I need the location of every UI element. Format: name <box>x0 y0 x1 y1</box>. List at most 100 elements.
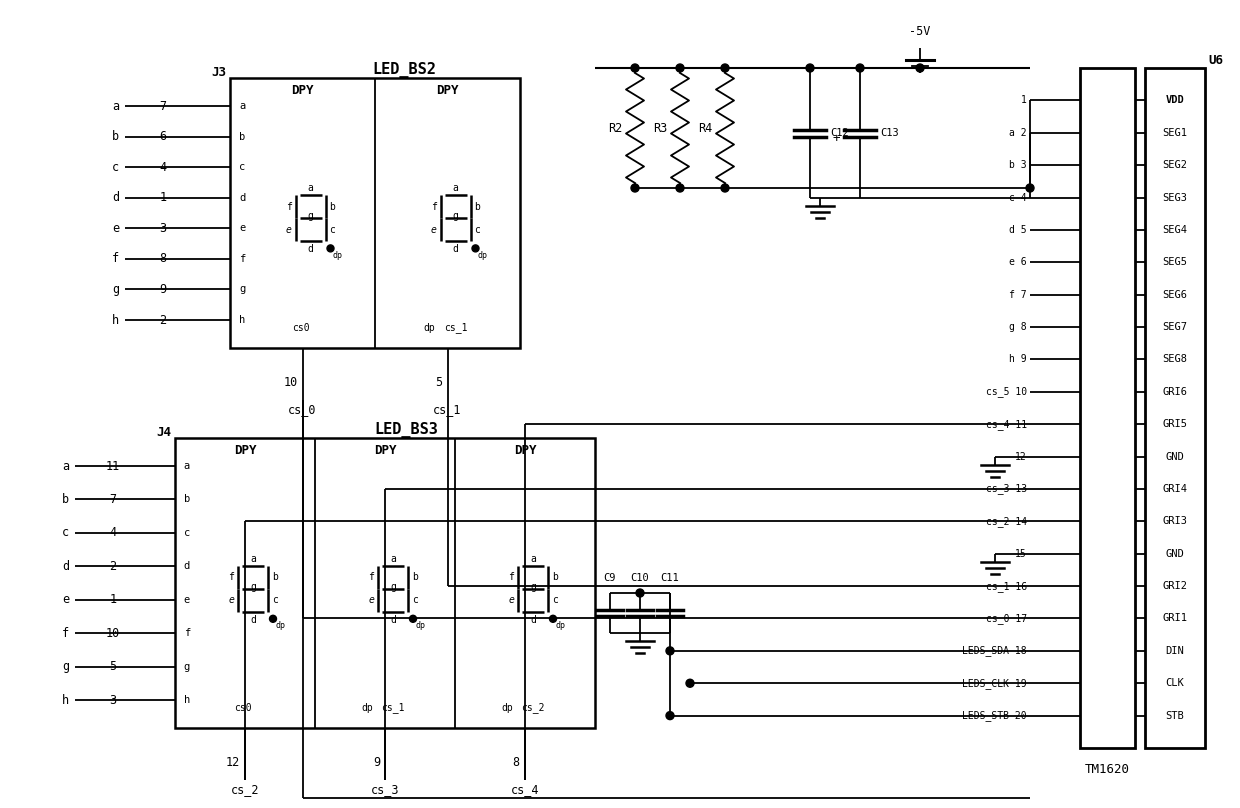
Text: d 5: d 5 <box>1009 225 1027 235</box>
Text: 7: 7 <box>160 99 166 112</box>
Text: g: g <box>529 582 536 591</box>
Text: a: a <box>391 553 396 564</box>
Text: e: e <box>184 595 190 604</box>
Text: SEG1: SEG1 <box>1163 128 1188 137</box>
Text: cs_5 10: cs_5 10 <box>986 386 1027 398</box>
Text: GRI4: GRI4 <box>1163 484 1188 494</box>
Text: b: b <box>552 572 558 583</box>
Text: SEG3: SEG3 <box>1163 192 1188 203</box>
Text: a: a <box>453 183 459 193</box>
Text: dp: dp <box>332 251 342 260</box>
Text: 7: 7 <box>109 493 117 506</box>
Text: C10: C10 <box>631 573 650 583</box>
Text: GRI3: GRI3 <box>1163 516 1188 526</box>
Text: b: b <box>272 572 278 583</box>
Text: DPY: DPY <box>436 85 459 98</box>
Text: 10: 10 <box>105 627 120 640</box>
Circle shape <box>549 616 557 622</box>
Text: 12: 12 <box>226 756 241 769</box>
Text: DIN: DIN <box>1166 646 1184 656</box>
Text: cs_0 17: cs_0 17 <box>986 613 1027 624</box>
Text: SEG7: SEG7 <box>1163 322 1188 332</box>
Text: 15: 15 <box>1016 549 1027 558</box>
Text: c: c <box>552 595 558 605</box>
Text: J3: J3 <box>211 65 226 78</box>
Text: b: b <box>112 130 119 143</box>
Text: SEG6: SEG6 <box>1163 289 1188 300</box>
Text: e: e <box>508 595 513 605</box>
Text: f: f <box>508 572 513 583</box>
Text: f: f <box>112 252 119 265</box>
Text: R3: R3 <box>652 121 667 134</box>
Text: DPY: DPY <box>234 444 257 457</box>
Text: c: c <box>475 225 480 235</box>
Text: 11: 11 <box>105 460 120 473</box>
Text: c: c <box>239 162 246 172</box>
Text: dp: dp <box>275 621 285 630</box>
Text: 4: 4 <box>109 526 117 540</box>
Text: e: e <box>112 221 119 235</box>
Text: a: a <box>112 99 119 112</box>
Circle shape <box>806 64 813 72</box>
Text: J4: J4 <box>156 426 171 439</box>
Text: dp: dp <box>361 703 373 713</box>
Text: c: c <box>112 161 119 174</box>
Text: R4: R4 <box>698 121 712 134</box>
Bar <box>229 78 520 348</box>
Text: C13: C13 <box>880 128 899 138</box>
Circle shape <box>409 616 417 622</box>
Circle shape <box>631 184 639 192</box>
Circle shape <box>720 64 729 72</box>
Circle shape <box>686 680 694 688</box>
Circle shape <box>1025 184 1034 192</box>
Text: GND: GND <box>1166 549 1184 558</box>
Text: g: g <box>250 582 255 591</box>
Text: cs_1 16: cs_1 16 <box>986 581 1027 591</box>
Text: g: g <box>308 212 314 221</box>
Text: f: f <box>239 254 246 264</box>
Text: f: f <box>228 572 234 583</box>
Text: 10: 10 <box>283 377 298 389</box>
Text: g: g <box>239 284 246 294</box>
Text: f: f <box>368 572 374 583</box>
Text: e 6: e 6 <box>1009 257 1027 267</box>
Text: e: e <box>285 225 291 235</box>
Text: cs_2: cs_2 <box>231 784 259 797</box>
Text: CLK: CLK <box>1166 678 1184 688</box>
Text: 8: 8 <box>160 252 166 265</box>
Circle shape <box>666 647 675 654</box>
Text: cs_0: cs_0 <box>288 403 316 416</box>
Text: -5V: -5V <box>909 25 931 38</box>
Text: C11: C11 <box>661 573 680 583</box>
Text: DPY: DPY <box>513 444 536 457</box>
Text: 2: 2 <box>160 314 166 326</box>
Text: SEG5: SEG5 <box>1163 257 1188 267</box>
Text: b: b <box>330 202 336 212</box>
Text: dp: dp <box>556 621 565 630</box>
Text: b: b <box>412 572 418 583</box>
Text: 9: 9 <box>373 756 379 769</box>
Text: d: d <box>112 191 119 204</box>
Text: SEG8: SEG8 <box>1163 355 1188 364</box>
Text: a: a <box>184 461 190 471</box>
Text: C9: C9 <box>604 573 616 583</box>
Text: 12: 12 <box>1016 452 1027 461</box>
Text: DPY: DPY <box>291 85 314 98</box>
Text: dp: dp <box>424 323 435 333</box>
Text: dp: dp <box>415 621 425 630</box>
Text: 3: 3 <box>160 221 166 235</box>
Text: e: e <box>239 223 246 234</box>
Circle shape <box>666 712 675 720</box>
Text: cs0: cs0 <box>291 323 309 333</box>
Text: cs0: cs0 <box>234 703 252 713</box>
Text: 8: 8 <box>512 756 520 769</box>
Text: d: d <box>239 193 246 203</box>
Text: h: h <box>112 314 119 326</box>
Text: TM1620: TM1620 <box>1085 763 1130 776</box>
Text: a: a <box>62 460 69 473</box>
Text: cs_1: cs_1 <box>381 702 404 713</box>
Text: 1: 1 <box>1021 95 1027 105</box>
Text: g: g <box>184 662 190 671</box>
Text: b 3: b 3 <box>1009 160 1027 170</box>
Text: d: d <box>250 615 255 625</box>
